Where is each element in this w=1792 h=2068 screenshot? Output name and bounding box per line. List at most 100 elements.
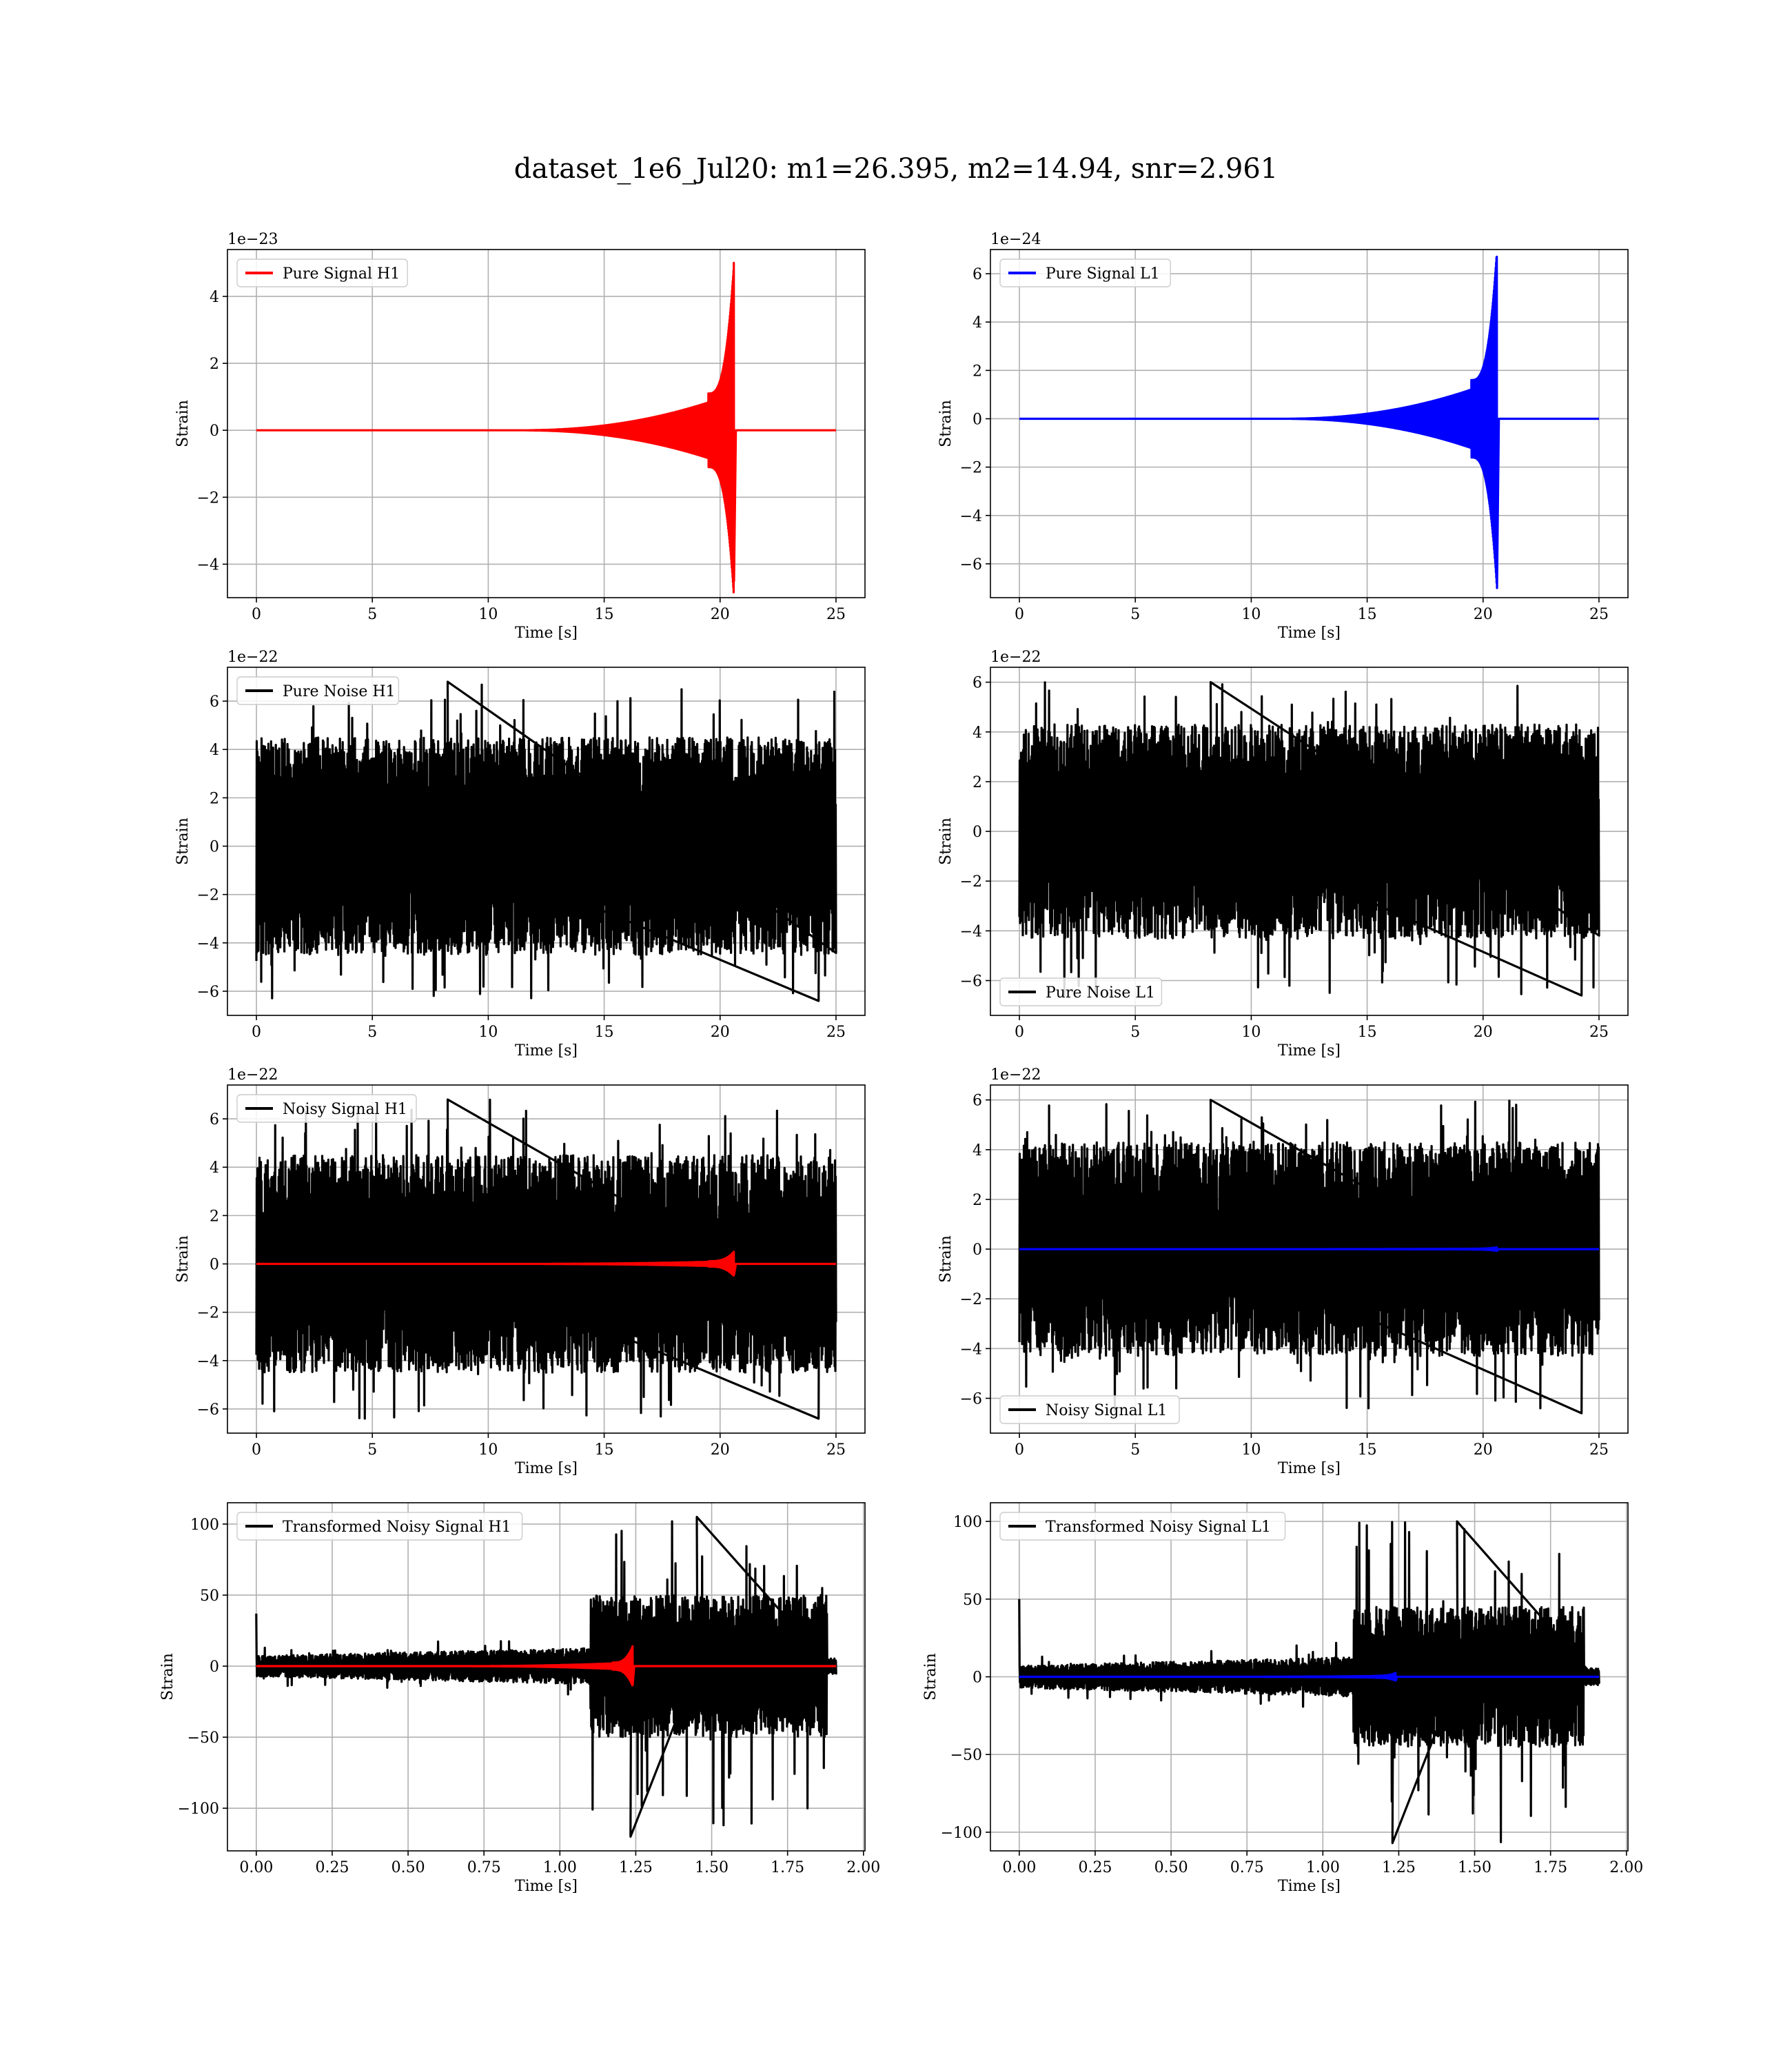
- x-tick-label: 10: [1241, 606, 1261, 623]
- plot-area: [1018, 1520, 1600, 1845]
- y-axis-label: Strain: [174, 400, 192, 447]
- series-line-transformed-noisy-signal-h1: [255, 1516, 837, 1838]
- x-tick-label: 1.50: [1458, 1859, 1491, 1876]
- y-tick-label: 0: [973, 1241, 982, 1259]
- y-tick-label: −4: [197, 556, 219, 574]
- y-tick-label: −2: [960, 460, 982, 477]
- y-tick-label: −6: [960, 1391, 982, 1408]
- y-tick-label: 4: [973, 1142, 982, 1159]
- y-axis-label: Strain: [937, 1235, 955, 1283]
- y-tick-label: −2: [197, 887, 219, 904]
- x-tick-label: 20: [711, 606, 730, 623]
- y-tick-label: −2: [197, 1305, 219, 1322]
- x-tick-label: 0.25: [1078, 1859, 1112, 1876]
- axes-frame: [227, 1502, 866, 1852]
- x-tick-label: 0: [252, 1024, 261, 1041]
- legend-box: [236, 258, 408, 287]
- y-axis-label: Strain: [174, 1235, 192, 1283]
- axes-frame: [227, 249, 866, 598]
- x-axis-label: Time [s]: [515, 625, 578, 642]
- y-axis-label: Strain: [937, 818, 955, 865]
- y-tick-label: 2: [973, 1192, 982, 1209]
- subplot-noisy-signal-h1: 0 5 10 15 20 25 −6 −4 −2 0 2 4 6 Time [s] Strain 1e−22 N…: [174, 1066, 866, 1477]
- x-axis-label: Time [s]: [1278, 625, 1341, 642]
- grid: [990, 250, 1628, 598]
- x-tick-label: 0.00: [1002, 1859, 1036, 1876]
- y-tick-label: 0: [210, 839, 219, 856]
- legend: Noisy Signal L1: [999, 1395, 1180, 1424]
- y-tick-label: −6: [960, 556, 982, 574]
- y-tick-label: 2: [973, 774, 982, 791]
- x-tick-label: 0: [1015, 606, 1024, 623]
- legend-box: [236, 676, 400, 705]
- subplot-pure-signal-h1: 0 5 10 15 20 25 −4 −2 0 2 4 Time [s] Strain 1e−23 Pure…: [174, 231, 866, 642]
- axes-frame: [227, 667, 866, 1016]
- y-tick-label: 0: [210, 1659, 219, 1676]
- x-axis-label: Time [s]: [1278, 1460, 1341, 1477]
- x-tick-label: 10: [1241, 1441, 1261, 1459]
- legend-box: [999, 1395, 1180, 1424]
- x-tick-label: 5: [1130, 1024, 1140, 1041]
- offset-text: 1e−22: [990, 1066, 1041, 1084]
- y-tick-label: 4: [210, 742, 219, 759]
- series-line-noisy-signal-h1-overlay: [256, 1250, 836, 1277]
- y-tick-label: 0: [210, 1257, 219, 1274]
- subplot-pure-noise-l1: 0 5 10 15 20 25 −6 −4 −2 0 2 4 6 Time [s] Strain 1e−22 P…: [937, 649, 1629, 1060]
- plot-area: [1019, 255, 1599, 589]
- series-line-noisy-signal-h1: [255, 1098, 837, 1420]
- x-tick-label: 0: [252, 1441, 261, 1459]
- x-axis-label: Time [s]: [515, 1878, 578, 1895]
- y-tick-label: −4: [197, 1353, 219, 1370]
- x-tick-label: 0: [1015, 1024, 1024, 1041]
- x-tick-label: 15: [1358, 1024, 1377, 1041]
- y-tick-label: 4: [973, 314, 982, 332]
- axes-frame: [990, 249, 1629, 598]
- x-tick-label: 5: [1130, 1441, 1140, 1459]
- axes-frame: [227, 1084, 866, 1434]
- series-line-noisy-signal-l1: [1018, 1099, 1600, 1415]
- plot-area: [255, 680, 837, 1002]
- x-tick-label: 1.75: [771, 1859, 804, 1876]
- legend-box: [236, 1094, 417, 1123]
- x-tick-label: 20: [711, 1441, 730, 1459]
- y-axis-label: Strain: [922, 1653, 939, 1701]
- y-axis-label: Strain: [159, 1653, 176, 1701]
- x-tick-label: 0.00: [239, 1859, 273, 1876]
- x-tick-label: 1.25: [619, 1859, 653, 1876]
- offset-text: 1e−22: [990, 649, 1041, 666]
- legend: Pure Signal H1: [236, 258, 408, 287]
- y-tick-label: 6: [210, 1111, 219, 1128]
- y-tick-label: 0: [973, 411, 982, 428]
- y-tick-label: −2: [960, 1291, 982, 1308]
- y-tick-label: 6: [973, 675, 982, 692]
- x-tick-label: 20: [1474, 1024, 1493, 1041]
- x-tick-label: 25: [826, 1024, 846, 1041]
- x-tick-label: 25: [1589, 1024, 1609, 1041]
- legend-entry: Pure Noise H1: [283, 683, 396, 700]
- x-tick-label: 25: [1589, 606, 1609, 623]
- x-tick-label: 2.00: [846, 1859, 880, 1876]
- legend-box: [236, 1512, 523, 1541]
- x-tick-label: 25: [826, 1441, 846, 1459]
- x-tick-label: 5: [367, 1441, 377, 1459]
- x-tick-label: 10: [478, 1024, 498, 1041]
- legend-box: [999, 1512, 1286, 1541]
- y-tick-label: 100: [953, 1514, 982, 1531]
- y-tick-label: 0: [973, 1670, 982, 1687]
- x-tick-label: 20: [1474, 606, 1493, 623]
- y-tick-label: −100: [178, 1801, 219, 1818]
- y-tick-label: −6: [197, 1401, 219, 1419]
- y-tick-label: −4: [960, 923, 982, 940]
- axes-frame: [990, 1084, 1629, 1434]
- x-tick-label: 15: [1358, 1441, 1377, 1459]
- x-tick-label: 0.75: [1230, 1859, 1264, 1876]
- x-tick-label: 1.00: [543, 1859, 577, 1876]
- series-line-noisy-signal-l1-overlay: [1019, 1246, 1599, 1253]
- x-tick-label: 10: [478, 1441, 498, 1459]
- legend: Transformed Noisy Signal L1: [999, 1512, 1286, 1541]
- x-tick-label: 2.00: [1609, 1859, 1643, 1876]
- x-tick-label: 15: [595, 1024, 614, 1041]
- x-axis-label: Time [s]: [1278, 1042, 1341, 1060]
- legend: Pure Signal L1: [999, 258, 1171, 287]
- legend-box: [999, 258, 1171, 287]
